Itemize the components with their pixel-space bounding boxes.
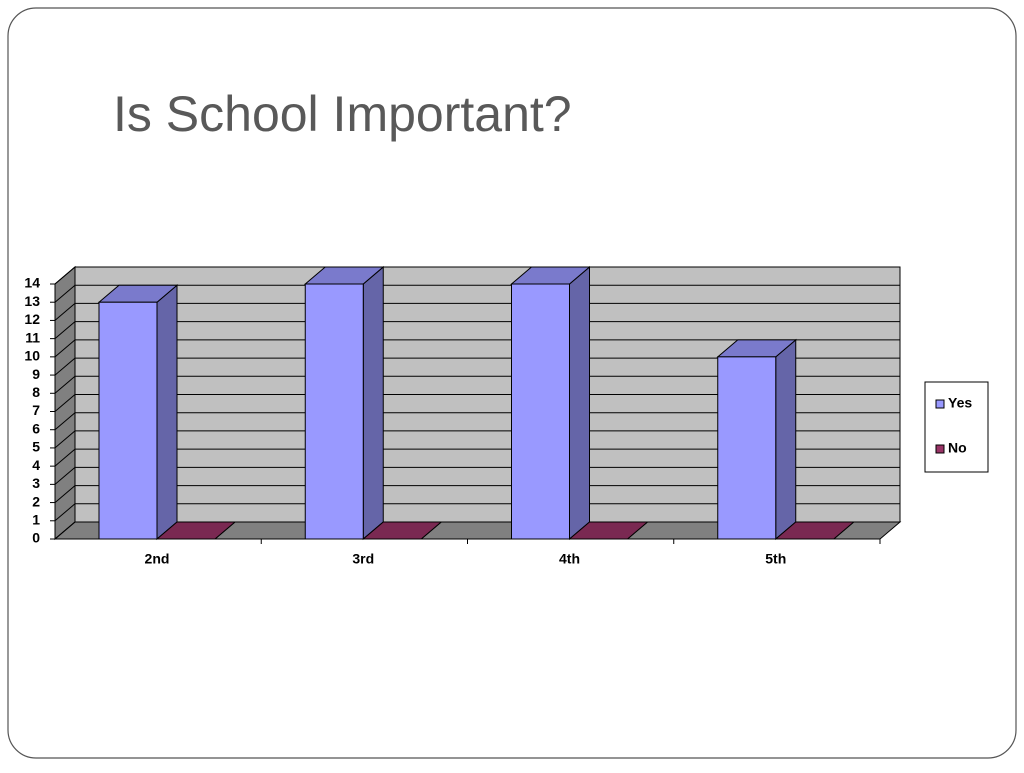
bar-front [717, 356, 777, 540]
grid-line [54, 375, 900, 394]
x-tick-label: 4th [559, 551, 580, 567]
bar-top [155, 521, 237, 540]
grid-line [54, 357, 900, 376]
slide-title: Is School Important? [113, 86, 572, 142]
bar-top [774, 521, 856, 540]
grid-line [54, 339, 900, 358]
y-tick-label: 12 [24, 311, 40, 327]
y-tick-label: 0 [32, 530, 40, 546]
grid-line [54, 485, 900, 503]
grid-line [54, 412, 900, 431]
bar [361, 521, 443, 540]
y-tick-label: 1 [32, 511, 40, 527]
y-tick-label: 6 [32, 420, 40, 436]
bar [510, 265, 591, 541]
x-tick-label: 5th [765, 551, 786, 567]
y-tick-label: 7 [32, 402, 40, 418]
legend-box [924, 381, 989, 473]
grid-line [54, 503, 900, 522]
y-tick-label: 8 [32, 384, 40, 400]
bar-side [775, 338, 797, 541]
y-tick-label: 5 [32, 439, 40, 455]
grid-line [54, 302, 900, 321]
legend-swatch [935, 399, 945, 409]
bar [716, 338, 798, 541]
bar [568, 521, 649, 540]
bar-top [361, 521, 443, 540]
bar [303, 265, 385, 541]
y-tick-label: 10 [24, 348, 40, 364]
y-tick-label: 13 [24, 293, 40, 309]
bar [155, 521, 237, 540]
grid-line [54, 448, 900, 467]
legend-swatch [935, 444, 945, 454]
grid-line [54, 284, 900, 303]
y-tick-label: 4 [32, 457, 40, 473]
y-tick-label: 3 [32, 475, 40, 491]
bar-front [304, 283, 364, 540]
grid-line [54, 466, 900, 485]
bar [97, 284, 179, 541]
y-tick-label: 2 [32, 493, 40, 509]
legend-label: No [948, 440, 967, 456]
x-tick-label: 2nd [145, 551, 170, 567]
bar-top [568, 521, 649, 540]
bar-side [362, 265, 384, 541]
grid-line [54, 321, 900, 340]
grid-line [54, 394, 900, 412]
y-tick-label: 11 [25, 329, 40, 345]
legend-label: Yes [948, 395, 972, 411]
bar-side [156, 284, 178, 541]
bar [774, 521, 856, 540]
bar-side [569, 265, 590, 541]
x-tick-label: 3rd [352, 551, 374, 567]
bar-front [98, 301, 158, 540]
grid-line [54, 430, 900, 449]
y-tick-label: 9 [32, 366, 40, 382]
y-tick-label: 14 [24, 275, 40, 291]
grid-line [54, 266, 900, 285]
bar-front [511, 283, 570, 540]
